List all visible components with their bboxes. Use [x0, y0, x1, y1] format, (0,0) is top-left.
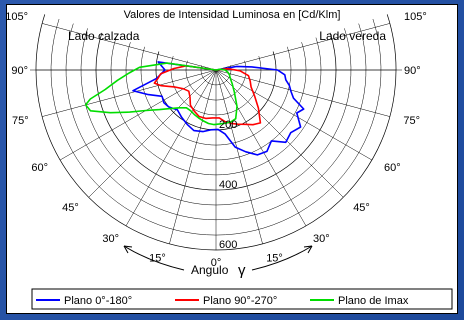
series-curve-2 — [153, 65, 262, 126]
angle-tick-label: 15° — [149, 252, 166, 264]
grid-spoke — [215, 69, 373, 161]
angle-tick-label: 0° — [211, 257, 222, 269]
angle-arrow-right — [251, 245, 313, 271]
grid-spoke — [215, 69, 307, 227]
grid-spoke — [215, 69, 390, 117]
angle-tick-label: 30° — [102, 233, 119, 245]
grid-spoke — [42, 69, 217, 117]
angle-tick-label: 45° — [353, 202, 370, 214]
angle-tick-label: 90° — [11, 65, 28, 77]
legend-box — [31, 288, 453, 310]
angle-arrow-left-head — [123, 245, 133, 254]
series-curve-3 — [84, 62, 238, 126]
legend-label-3: Plano de Imax — [338, 295, 409, 307]
grid-spoke — [125, 69, 217, 227]
chart-labels: Valores de Intensidad Luminosa en [Cd/Kl… — [5, 9, 427, 279]
chart-panel — [6, 4, 458, 314]
grid-spoke — [215, 23, 390, 71]
grid-spoke — [215, 69, 344, 198]
grid-spoke — [59, 69, 217, 161]
chart-title: Valores de Intensidad Luminosa en [Cd/Kl… — [124, 9, 341, 21]
grid-spoke — [88, 69, 217, 198]
angle-arrow-right-head — [303, 245, 313, 254]
right-side-label: Lado vereda — [319, 29, 386, 43]
angle-tick-label: 15° — [266, 252, 283, 264]
grid-spoke — [215, 69, 263, 244]
angle-tick-label: 60° — [384, 162, 401, 174]
grid-spoke — [42, 23, 217, 71]
angle-tick-label: 105° — [404, 11, 427, 23]
left-side-label: Lado calzada — [68, 29, 140, 43]
angle-tick-label: 75° — [403, 115, 420, 127]
polar-grid — [30, 14, 402, 251]
radial-tick-label: 400 — [219, 179, 237, 191]
angle-tick-label: 45° — [62, 202, 79, 214]
angle-tick-label: 90° — [404, 65, 421, 77]
angle-tick-label: 105° — [5, 11, 28, 23]
grid-spoke — [169, 69, 217, 244]
intensity-curves — [84, 61, 305, 156]
angle-tick-label: 75° — [12, 115, 29, 127]
legend: Plano 0°-180° Plano 90°-270° Plano de Imax — [31, 288, 453, 310]
angle-tick-label: 60° — [31, 162, 48, 174]
series-curve-1 — [132, 61, 305, 156]
radial-tick-label: 600 — [219, 239, 237, 251]
angle-symbol: γ — [238, 262, 246, 279]
angle-tick-label: 30° — [313, 233, 330, 245]
angle-axis-label: Angulo — [191, 263, 229, 277]
angle-arrows — [123, 245, 313, 271]
radial-tick-label: 200 — [219, 119, 237, 131]
legend-label-1: Plano 0°-180° — [64, 295, 132, 307]
legend-label-2: Plano 90°-270° — [203, 295, 277, 307]
angle-arrow-left — [123, 245, 185, 271]
